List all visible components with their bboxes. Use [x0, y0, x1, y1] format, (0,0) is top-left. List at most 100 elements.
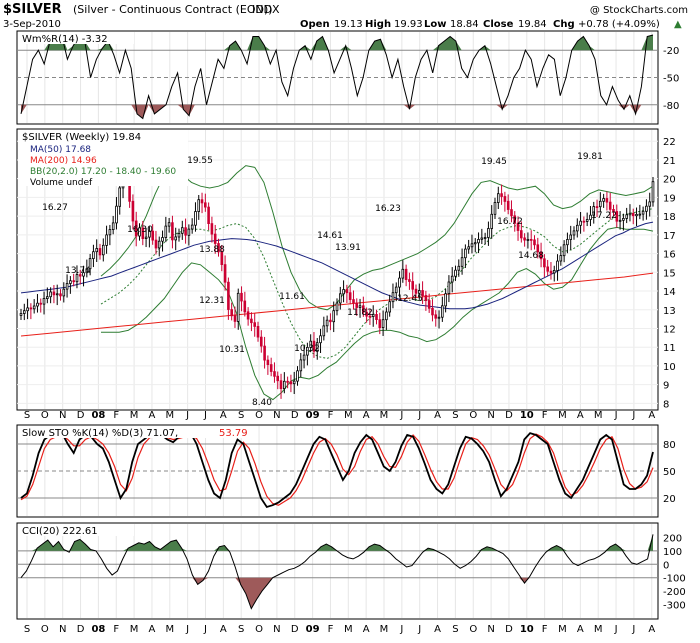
- sto-legend-d: 53.79: [219, 428, 248, 439]
- candle-body: [450, 275, 454, 283]
- price-annotation: 11.82: [347, 308, 373, 318]
- candle-body: [579, 220, 582, 226]
- price-annotation: 10.32: [294, 344, 320, 354]
- candle-body: [608, 201, 612, 210]
- candle-body: [220, 251, 224, 265]
- sto-k-line: [20, 431, 654, 509]
- y-tick-label: 8: [663, 399, 669, 410]
- candle-body: [217, 243, 220, 253]
- candle-body: [381, 319, 385, 329]
- cci-high-fill: [21, 534, 653, 551]
- x-tick-label: M: [380, 624, 389, 635]
- candle-body: [411, 281, 414, 290]
- candle-body: [69, 280, 72, 284]
- price-legend-title: $SILVER (Weekly) 19.84: [22, 132, 141, 143]
- x-tick-label: J: [399, 624, 403, 635]
- copyright-label: @ StockCharts.com: [590, 5, 688, 16]
- change-up-arrow-icon: ▲: [674, 19, 682, 30]
- candle-body: [345, 289, 349, 294]
- candle-body: [516, 222, 520, 231]
- candle-body: [440, 305, 444, 318]
- x-tick-label: S: [452, 624, 458, 635]
- candle-body: [256, 325, 260, 338]
- x-tick-label: M: [165, 410, 174, 421]
- candle-body: [487, 228, 490, 238]
- candle-body: [520, 230, 523, 239]
- candle-body: [177, 232, 181, 238]
- x-tick-label: D: [505, 410, 513, 421]
- candle-body: [299, 359, 303, 372]
- change-label: Chg: [553, 19, 575, 30]
- close-label: Close: [483, 19, 514, 30]
- candle-body: [503, 196, 507, 202]
- x-tick-label: S: [452, 410, 458, 421]
- y-tick-label: 9: [663, 381, 669, 392]
- candle-body: [32, 305, 36, 310]
- candle-body: [385, 311, 388, 321]
- candle-body: [378, 319, 382, 329]
- candle-body: [55, 293, 59, 296]
- x-tick-label: F: [328, 624, 334, 635]
- candle-body: [302, 354, 306, 361]
- candle-body: [200, 199, 204, 204]
- open-value: 19.13: [334, 19, 363, 30]
- candle-body: [549, 270, 553, 274]
- candle-body: [404, 268, 408, 280]
- candle-body: [408, 279, 411, 282]
- candle-body: [213, 233, 217, 244]
- x-tick-label: A: [149, 624, 156, 635]
- candle-body: [582, 220, 586, 223]
- x-tick-label: O: [469, 410, 477, 421]
- candle-body: [493, 202, 497, 215]
- wr-series-line: [20, 34, 654, 120]
- x-tick-label: A: [648, 410, 655, 421]
- price-annotation: 12.31: [199, 296, 225, 306]
- candle-body: [19, 313, 23, 316]
- x-tick-label: N: [273, 624, 280, 635]
- candle-body: [319, 335, 322, 344]
- y-tick-label: 13: [663, 306, 676, 317]
- candle-body: [210, 223, 214, 235]
- candle-body: [29, 307, 33, 310]
- x-tick-label: N: [273, 410, 280, 421]
- price-annotation: 16.23: [375, 204, 401, 214]
- x-tick-label: O: [41, 410, 49, 421]
- price-annotation: 14.61: [317, 231, 343, 241]
- x-tick-label: D: [77, 624, 85, 635]
- candle-body: [194, 211, 197, 226]
- candle-body: [543, 258, 546, 268]
- x-tick-label: N: [487, 410, 494, 421]
- candle-body: [421, 290, 424, 296]
- candle-body: [174, 236, 178, 241]
- candle-body: [315, 342, 319, 352]
- candle-body: [65, 283, 69, 290]
- candle-body: [556, 260, 559, 271]
- x-tick-label: M: [380, 410, 389, 421]
- candle-body: [306, 346, 309, 356]
- x-tick-label: A: [220, 410, 227, 421]
- x-tick-label: F: [542, 624, 548, 635]
- x-tick-label: J: [203, 624, 207, 635]
- candle-body: [157, 240, 161, 249]
- cci-panel: [16, 522, 659, 620]
- candle-body: [52, 291, 56, 296]
- candle-body: [576, 224, 579, 232]
- candle-body: [523, 237, 526, 241]
- candle-body: [552, 269, 556, 274]
- candle-body: [88, 258, 92, 270]
- ma50-line: [20, 221, 654, 310]
- x-tick-label: J: [417, 624, 421, 635]
- candle-body: [513, 215, 516, 224]
- y-tick-label: 14: [663, 287, 676, 298]
- x-tick-label: F: [113, 624, 119, 635]
- candle-body: [358, 305, 362, 308]
- candle-body: [203, 202, 207, 208]
- x-tick-label: J: [614, 410, 618, 421]
- price-annotation: 13.74: [65, 266, 91, 276]
- candle-body: [236, 292, 240, 322]
- x-tick-label: A: [434, 410, 441, 421]
- candle-body: [250, 318, 253, 324]
- candle-body: [253, 322, 257, 327]
- candle-body: [602, 198, 605, 202]
- price-annotation: 11.61: [279, 292, 305, 302]
